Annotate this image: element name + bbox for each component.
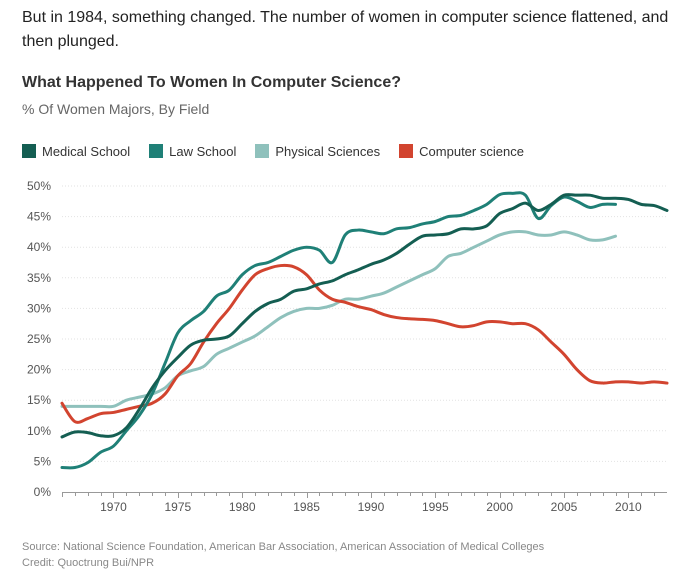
legend-label-medical-school: Medical School	[42, 143, 131, 159]
series-lines	[60, 191, 669, 470]
gridlines	[62, 185, 667, 462]
y-tick-label: 15%	[27, 393, 51, 407]
source-note: Source: National Science Foundation, Ame…	[22, 539, 544, 571]
y-tick-label: 50%	[27, 179, 51, 193]
source-text: Source: National Science Foundation, Ame…	[22, 541, 545, 553]
credit-text: Credit: Quoctrung Bui/NPR	[22, 557, 155, 569]
y-tick-label: 35%	[27, 271, 51, 285]
series-line-law-school	[60, 191, 618, 470]
chart-subtitle: % Of Women Majors, By Field	[22, 101, 210, 117]
x-tick-label: 2010	[615, 500, 642, 514]
x-tick-label: 2005	[551, 500, 578, 514]
x-tick-label: 1975	[164, 500, 191, 514]
y-axis-labels: 0% 5% 10% 15% 20% 25% 30% 35% 40% 45% 50%	[27, 179, 51, 499]
x-axis: 1970 1975 1980 1985 1990 1995 2000 2005 2010	[62, 492, 667, 514]
legend-swatch-computer-science	[399, 144, 414, 158]
x-tick-label: 1995	[422, 500, 449, 514]
series-line-computer-science	[60, 263, 669, 424]
y-tick-label: 25%	[27, 332, 51, 346]
x-tick-label: 2000	[486, 500, 513, 514]
y-tick-label: 10%	[27, 424, 51, 438]
legend-item-law-school: Law School	[149, 144, 236, 159]
y-tick-label: 5%	[34, 454, 52, 468]
legend-swatch-medical-school	[22, 144, 36, 158]
x-tick-label: 1985	[293, 500, 320, 514]
x-tick-label: 1980	[229, 500, 256, 514]
intro-text: But in 1984, something changed. The numb…	[22, 9, 669, 50]
series-line-medical-school	[60, 193, 669, 439]
y-tick-label: 45%	[27, 210, 51, 224]
y-tick-label: 20%	[27, 363, 51, 377]
legend-item-physical-sciences: Physical Sciences	[255, 144, 380, 159]
series-line-physical-sciences	[60, 230, 618, 409]
legend-swatch-physical-sciences	[255, 144, 270, 158]
y-tick-label: 0%	[34, 485, 52, 499]
legend: Medical School Law School Physical Scien…	[22, 142, 543, 160]
chart-title: What Happened To Women In Computer Scien…	[22, 74, 401, 91]
y-tick-label: 30%	[27, 301, 51, 315]
legend-label-physical-sciences: Physical Sciences	[275, 143, 381, 159]
y-tick-label: 40%	[27, 240, 51, 254]
legend-item-computer-science: Computer science	[399, 144, 524, 159]
legend-label-law-school: Law School	[169, 143, 237, 159]
legend-swatch-law-school	[149, 144, 164, 158]
x-tick-label: 1990	[358, 500, 385, 514]
x-tick-label: 1970	[100, 500, 127, 514]
legend-item-medical-school: Medical School	[22, 144, 130, 159]
legend-label-computer-science: Computer science	[419, 143, 524, 159]
